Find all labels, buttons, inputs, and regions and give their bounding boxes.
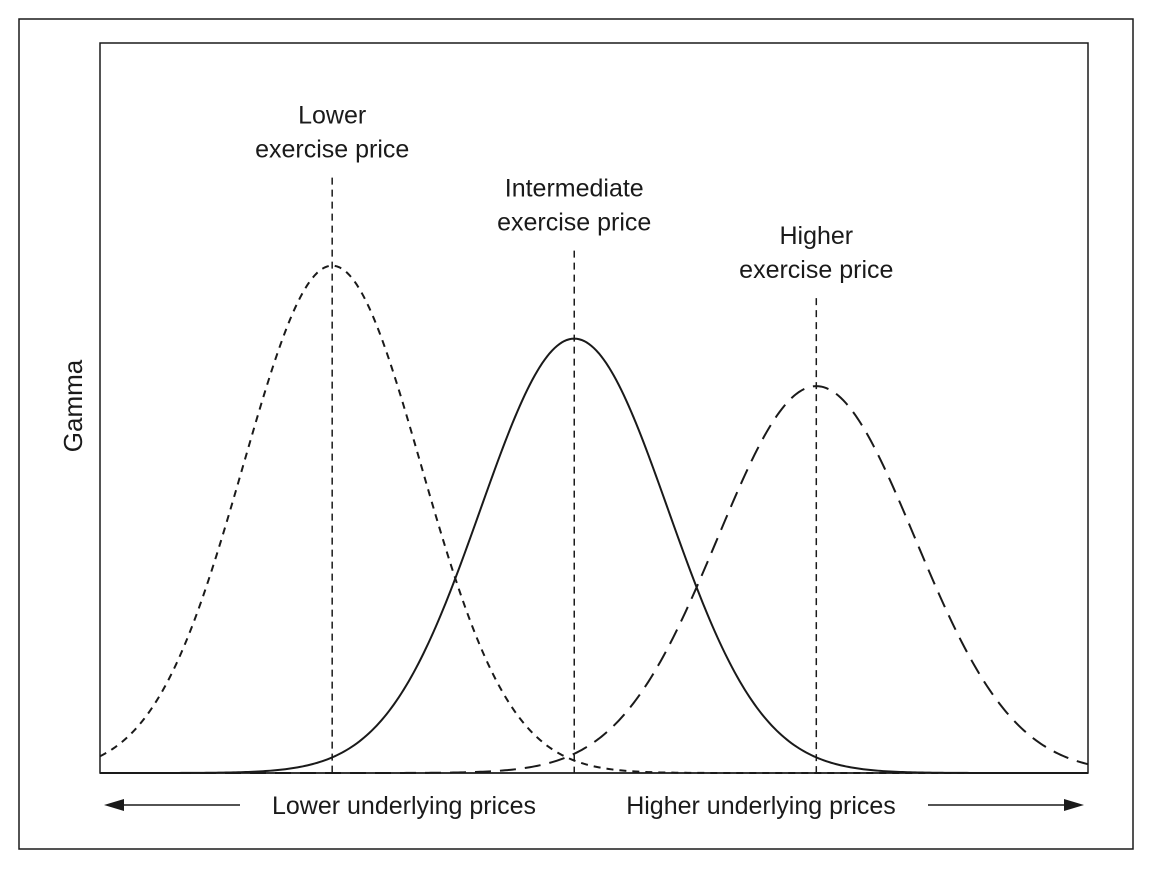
gamma-curve-higher xyxy=(100,385,1089,774)
strike-label-intermediate-line-1: Intermediate xyxy=(505,175,644,203)
gamma-curve-intermediate xyxy=(100,337,1088,774)
y-axis-label: Gamma xyxy=(58,359,88,452)
strike-label-higher-line-1: Higher xyxy=(779,222,853,250)
strike-label-higher-line-2: exercise price xyxy=(739,256,893,284)
x-axis-label-left: Lower underlying prices xyxy=(272,792,536,820)
right-arrow-head xyxy=(1064,799,1084,811)
strike-label-lower-line-1: Lower xyxy=(298,102,366,130)
curves-layer xyxy=(99,264,1089,774)
x-axis-label-right: Higher underlying prices xyxy=(626,792,896,820)
strike-labels-layer: Lower exercise price Intermediate exercise … xyxy=(255,102,893,284)
strike-label-intermediate-line-2: exercise price xyxy=(497,209,651,237)
gamma-curve-lower xyxy=(99,264,1088,774)
strike-label-lower-line-2: exercise price xyxy=(255,136,409,164)
strike-markers-layer xyxy=(331,177,818,773)
left-arrow-head xyxy=(104,799,124,811)
figure-frame xyxy=(18,18,1134,850)
plot-area-frame xyxy=(99,42,1089,774)
